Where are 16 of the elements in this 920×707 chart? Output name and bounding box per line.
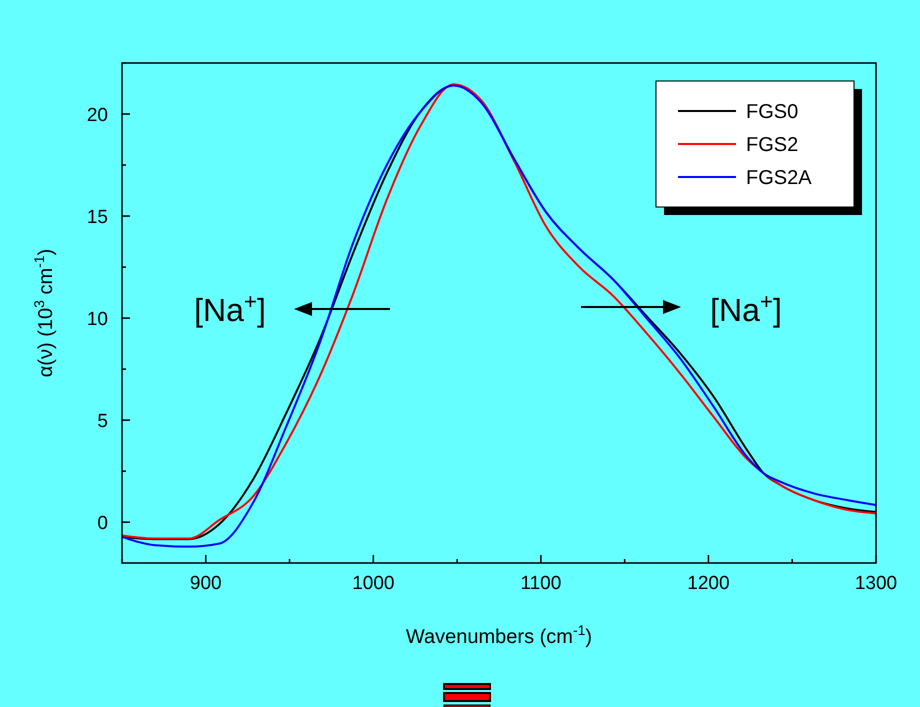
annotation: [Na$^{+}$] [194,288,266,328]
x-tick-label: 1000 [352,573,394,594]
x-tick-label: 900 [190,573,222,594]
x-tick-label: 1200 [687,573,730,594]
x-axis-title: Wavenumbers (cm$^{-1}$) [406,622,592,648]
annotation: [Na$^{+}$] [710,288,782,328]
y-tick-label: 10 [86,309,108,330]
y-tick-label: 15 [86,207,108,228]
legend-label: FGS2 [746,134,798,156]
legend-label: FGS2A [746,167,812,189]
x-tick-label: 1100 [520,573,562,594]
x-tick-label: 1300 [854,573,898,594]
legend-label: FGS0 [746,101,798,123]
y-tick-label: 5 [97,411,108,432]
y-tick-label: 20 [86,105,108,126]
y-tick-label: 0 [97,513,108,534]
